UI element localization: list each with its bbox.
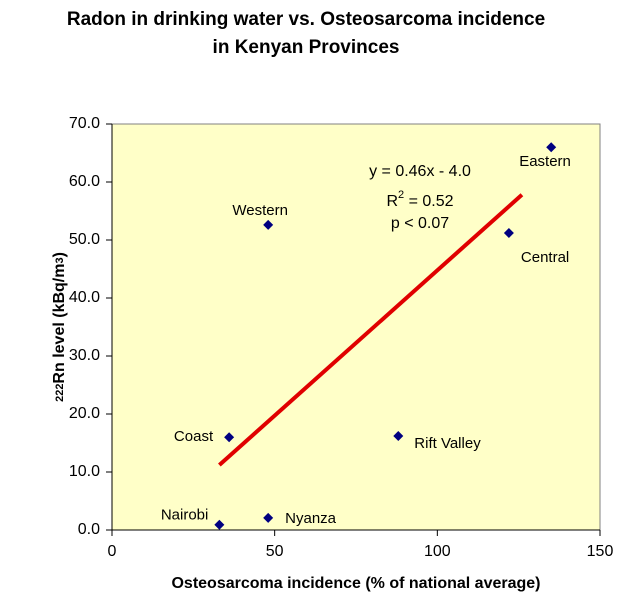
y-axis-title-part: ) — [51, 252, 68, 257]
y-axis-title: 222Rn level (kBq/m3) — [51, 252, 68, 402]
point-label: Central — [521, 249, 569, 266]
annotation: R2 = 0.52 — [386, 189, 453, 210]
chart-title: Radon in drinking water vs. Osteosarcoma… — [67, 9, 545, 30]
point — [503, 228, 514, 239]
point — [546, 142, 557, 153]
y-axis-title-part: 3 — [54, 257, 66, 263]
y-tick-label: 50.0 — [69, 231, 100, 248]
x-axis-title: Osteosarcoma incidence (% of national av… — [171, 575, 540, 592]
y-tick-label: 40.0 — [69, 289, 100, 306]
y-tick-label: 10.0 — [69, 463, 100, 480]
point — [263, 219, 274, 230]
point-label: Western — [232, 202, 288, 219]
y-tick-label: 0.0 — [78, 521, 100, 538]
y-tick-label: 60.0 — [69, 173, 100, 190]
point-label: Nyanza — [285, 510, 337, 527]
annotation: p < 0.07 — [391, 215, 449, 232]
y-axis-title-part: Rn level (kBq/m — [51, 264, 68, 384]
x-tick-label: 0 — [108, 543, 117, 560]
point-label: Coast — [174, 428, 214, 445]
point — [263, 512, 274, 523]
chart-title: in Kenyan Provinces — [213, 37, 400, 58]
x-tick-label: 150 — [587, 543, 614, 560]
plot-area — [111, 123, 601, 531]
y-tick-label: 70.0 — [69, 115, 100, 132]
annotation: y = 0.46x - 4.0 — [369, 163, 471, 180]
annotation-part: = 0.52 — [404, 193, 453, 210]
y-axis-title-part: 222 — [54, 384, 66, 402]
annotation-part: R — [386, 193, 398, 210]
y-tick-label: 30.0 — [69, 347, 100, 364]
point — [224, 432, 235, 443]
x-tick-label: 100 — [424, 543, 451, 560]
trendline — [218, 193, 524, 467]
annotation-part: 2 — [398, 189, 404, 201]
point — [393, 431, 404, 442]
point-label: Nairobi — [161, 507, 209, 524]
y-tick-label: 20.0 — [69, 405, 100, 422]
point-label: Rift Valley — [414, 435, 481, 452]
point — [214, 519, 225, 530]
point-label: Eastern — [519, 153, 571, 170]
x-tick-label: 50 — [266, 543, 284, 560]
